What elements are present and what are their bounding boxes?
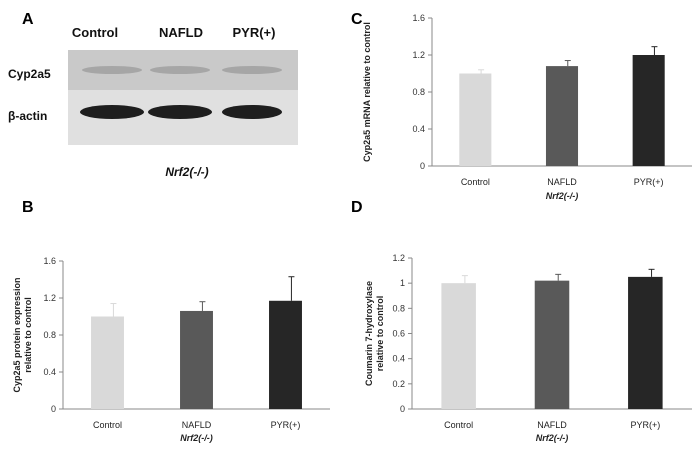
- actin-band-pyr: [222, 105, 282, 119]
- chart-b-bar-3: [269, 300, 302, 409]
- cyp2a5-band-control: [82, 66, 142, 74]
- chart-d-y-axis-label: relative to control: [375, 296, 385, 372]
- chart-d-ytick-label: 0.4: [392, 354, 405, 364]
- chart-b-category-label: PYR(+): [271, 420, 301, 430]
- chart-c-ytick-label: 0.8: [412, 87, 425, 97]
- chart-c-category-label: NAFLD: [547, 177, 577, 187]
- chart-c-bar-3: [632, 55, 665, 166]
- cyp2a5-band-nafld: [150, 66, 210, 74]
- chart-c-category-label: Control: [461, 177, 490, 187]
- actin-band-nafld: [148, 105, 212, 119]
- chart-d-ytick-label: 0.2: [392, 379, 405, 389]
- chart-b-ytick-label: 0: [51, 404, 56, 414]
- chart-c-ytick-label: 1.6: [412, 13, 425, 23]
- blot-lane-label-pyr: PYR(+): [233, 25, 276, 40]
- chart-d-bar-2: [534, 280, 570, 409]
- chart-b-category-label: NAFLD: [182, 420, 212, 430]
- western-blot-panel: Control NAFLD PYR(+) Cyp2a5 β-actin Nrf2…: [8, 25, 298, 179]
- chart-d-ytick-label: 1: [400, 278, 405, 288]
- chart-b-y-axis-label: relative to control: [23, 297, 33, 373]
- chart-b-y-axis-label: Cyp2a5 protein expression: [12, 277, 22, 392]
- panel-letter-d: D: [351, 199, 363, 216]
- chart-c-category-label: PYR(+): [634, 177, 664, 187]
- chart-c-ytick-label: 1.2: [412, 50, 425, 60]
- chart-d-category-label: Control: [444, 420, 473, 430]
- panel-letter-c: C: [351, 11, 363, 28]
- chart-d-bar-1: [441, 283, 476, 409]
- chart-d-category-label: PYR(+): [630, 420, 660, 430]
- panel-letter-a: A: [22, 11, 34, 28]
- panel-letter-b: B: [22, 199, 34, 216]
- blot-subtitle: Nrf2(-/-): [165, 165, 208, 179]
- blot-lane-label-nafld: NAFLD: [159, 25, 203, 40]
- chart-b-ytick-label: 1.6: [43, 256, 56, 266]
- chart-b-ytick-label: 1.2: [43, 293, 56, 303]
- cyp2a5-band-pyr: [222, 66, 282, 74]
- chart-c-bar-1: [459, 73, 492, 166]
- chart-d-x-sublabel: Nrf2(-/-): [536, 433, 569, 443]
- chart-d-category-label: NAFLD: [537, 420, 567, 430]
- chart-d-y-axis-label: Coumarin 7-hydroxylase: [364, 281, 374, 386]
- blot-row-label-cyp2a5: Cyp2a5: [8, 67, 51, 81]
- chart-b-ytick-label: 0.4: [43, 367, 56, 377]
- chart-c-ytick-label: 0: [420, 161, 425, 171]
- chart-c-y-axis-label: Cyp2a5 mRNA relative to control: [362, 22, 372, 162]
- chart-b-bar-2: [180, 310, 213, 409]
- chart-b-ytick-label: 0.8: [43, 330, 56, 340]
- chart-panel-b: 0 0.4 0.8 1.2 1.6 Control NAFLD PYR(+) Nrf2(-/-)…: [12, 256, 330, 443]
- chart-c-bar-2: [545, 66, 579, 166]
- blot-lane-label-control: Control: [72, 25, 118, 40]
- blot-row-label-actin: β-actin: [8, 109, 47, 123]
- chart-b-category-label: Control: [93, 420, 122, 430]
- chart-panel-c: 0 0.4 0.8 1.2 1.6 Control NAFLD PYR(+) Nrf2(-/-)…: [362, 13, 692, 201]
- chart-b-x-sublabel: Nrf2(-/-): [180, 433, 213, 443]
- chart-d-ytick-label: 1.2: [392, 253, 405, 263]
- chart-d-ytick-label: 0.8: [392, 303, 405, 313]
- chart-d-ytick-label: 0.6: [392, 329, 405, 339]
- chart-c-x-sublabel: Nrf2(-/-): [546, 191, 579, 201]
- actin-band-control: [80, 105, 144, 119]
- chart-panel-d: 0 0.2 0.4 0.6 0.8 1 1.2 Control NAFLD PYR(+) Nrf2(…: [364, 253, 692, 443]
- chart-b-bar-1: [91, 316, 124, 409]
- chart-c-ytick-label: 0.4: [412, 124, 425, 134]
- chart-d-ytick-label: 0: [400, 404, 405, 414]
- chart-d-bar-3: [628, 276, 663, 409]
